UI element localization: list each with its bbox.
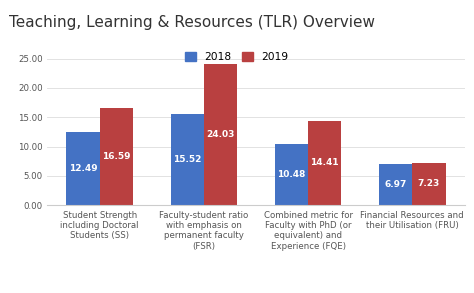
Bar — [204, 64, 237, 205]
Bar — [412, 163, 446, 205]
Bar — [379, 164, 412, 205]
Text: 14.41: 14.41 — [310, 159, 339, 167]
Bar — [171, 114, 204, 205]
Text: 7.23: 7.23 — [418, 179, 440, 188]
Text: 10.48: 10.48 — [277, 170, 306, 179]
Text: 24.03: 24.03 — [206, 130, 235, 139]
Bar — [275, 144, 308, 205]
Bar — [66, 132, 100, 205]
Text: 12.49: 12.49 — [69, 164, 97, 173]
Bar — [308, 121, 341, 205]
Text: 6.97: 6.97 — [384, 180, 407, 189]
Text: Teaching, Learning & Resources (TLR) Overview: Teaching, Learning & Resources (TLR) Ove… — [9, 15, 375, 30]
Text: 16.59: 16.59 — [102, 152, 131, 161]
Text: 15.52: 15.52 — [173, 155, 201, 164]
Legend: 2018, 2019: 2018, 2019 — [185, 52, 289, 62]
Bar — [100, 108, 133, 205]
